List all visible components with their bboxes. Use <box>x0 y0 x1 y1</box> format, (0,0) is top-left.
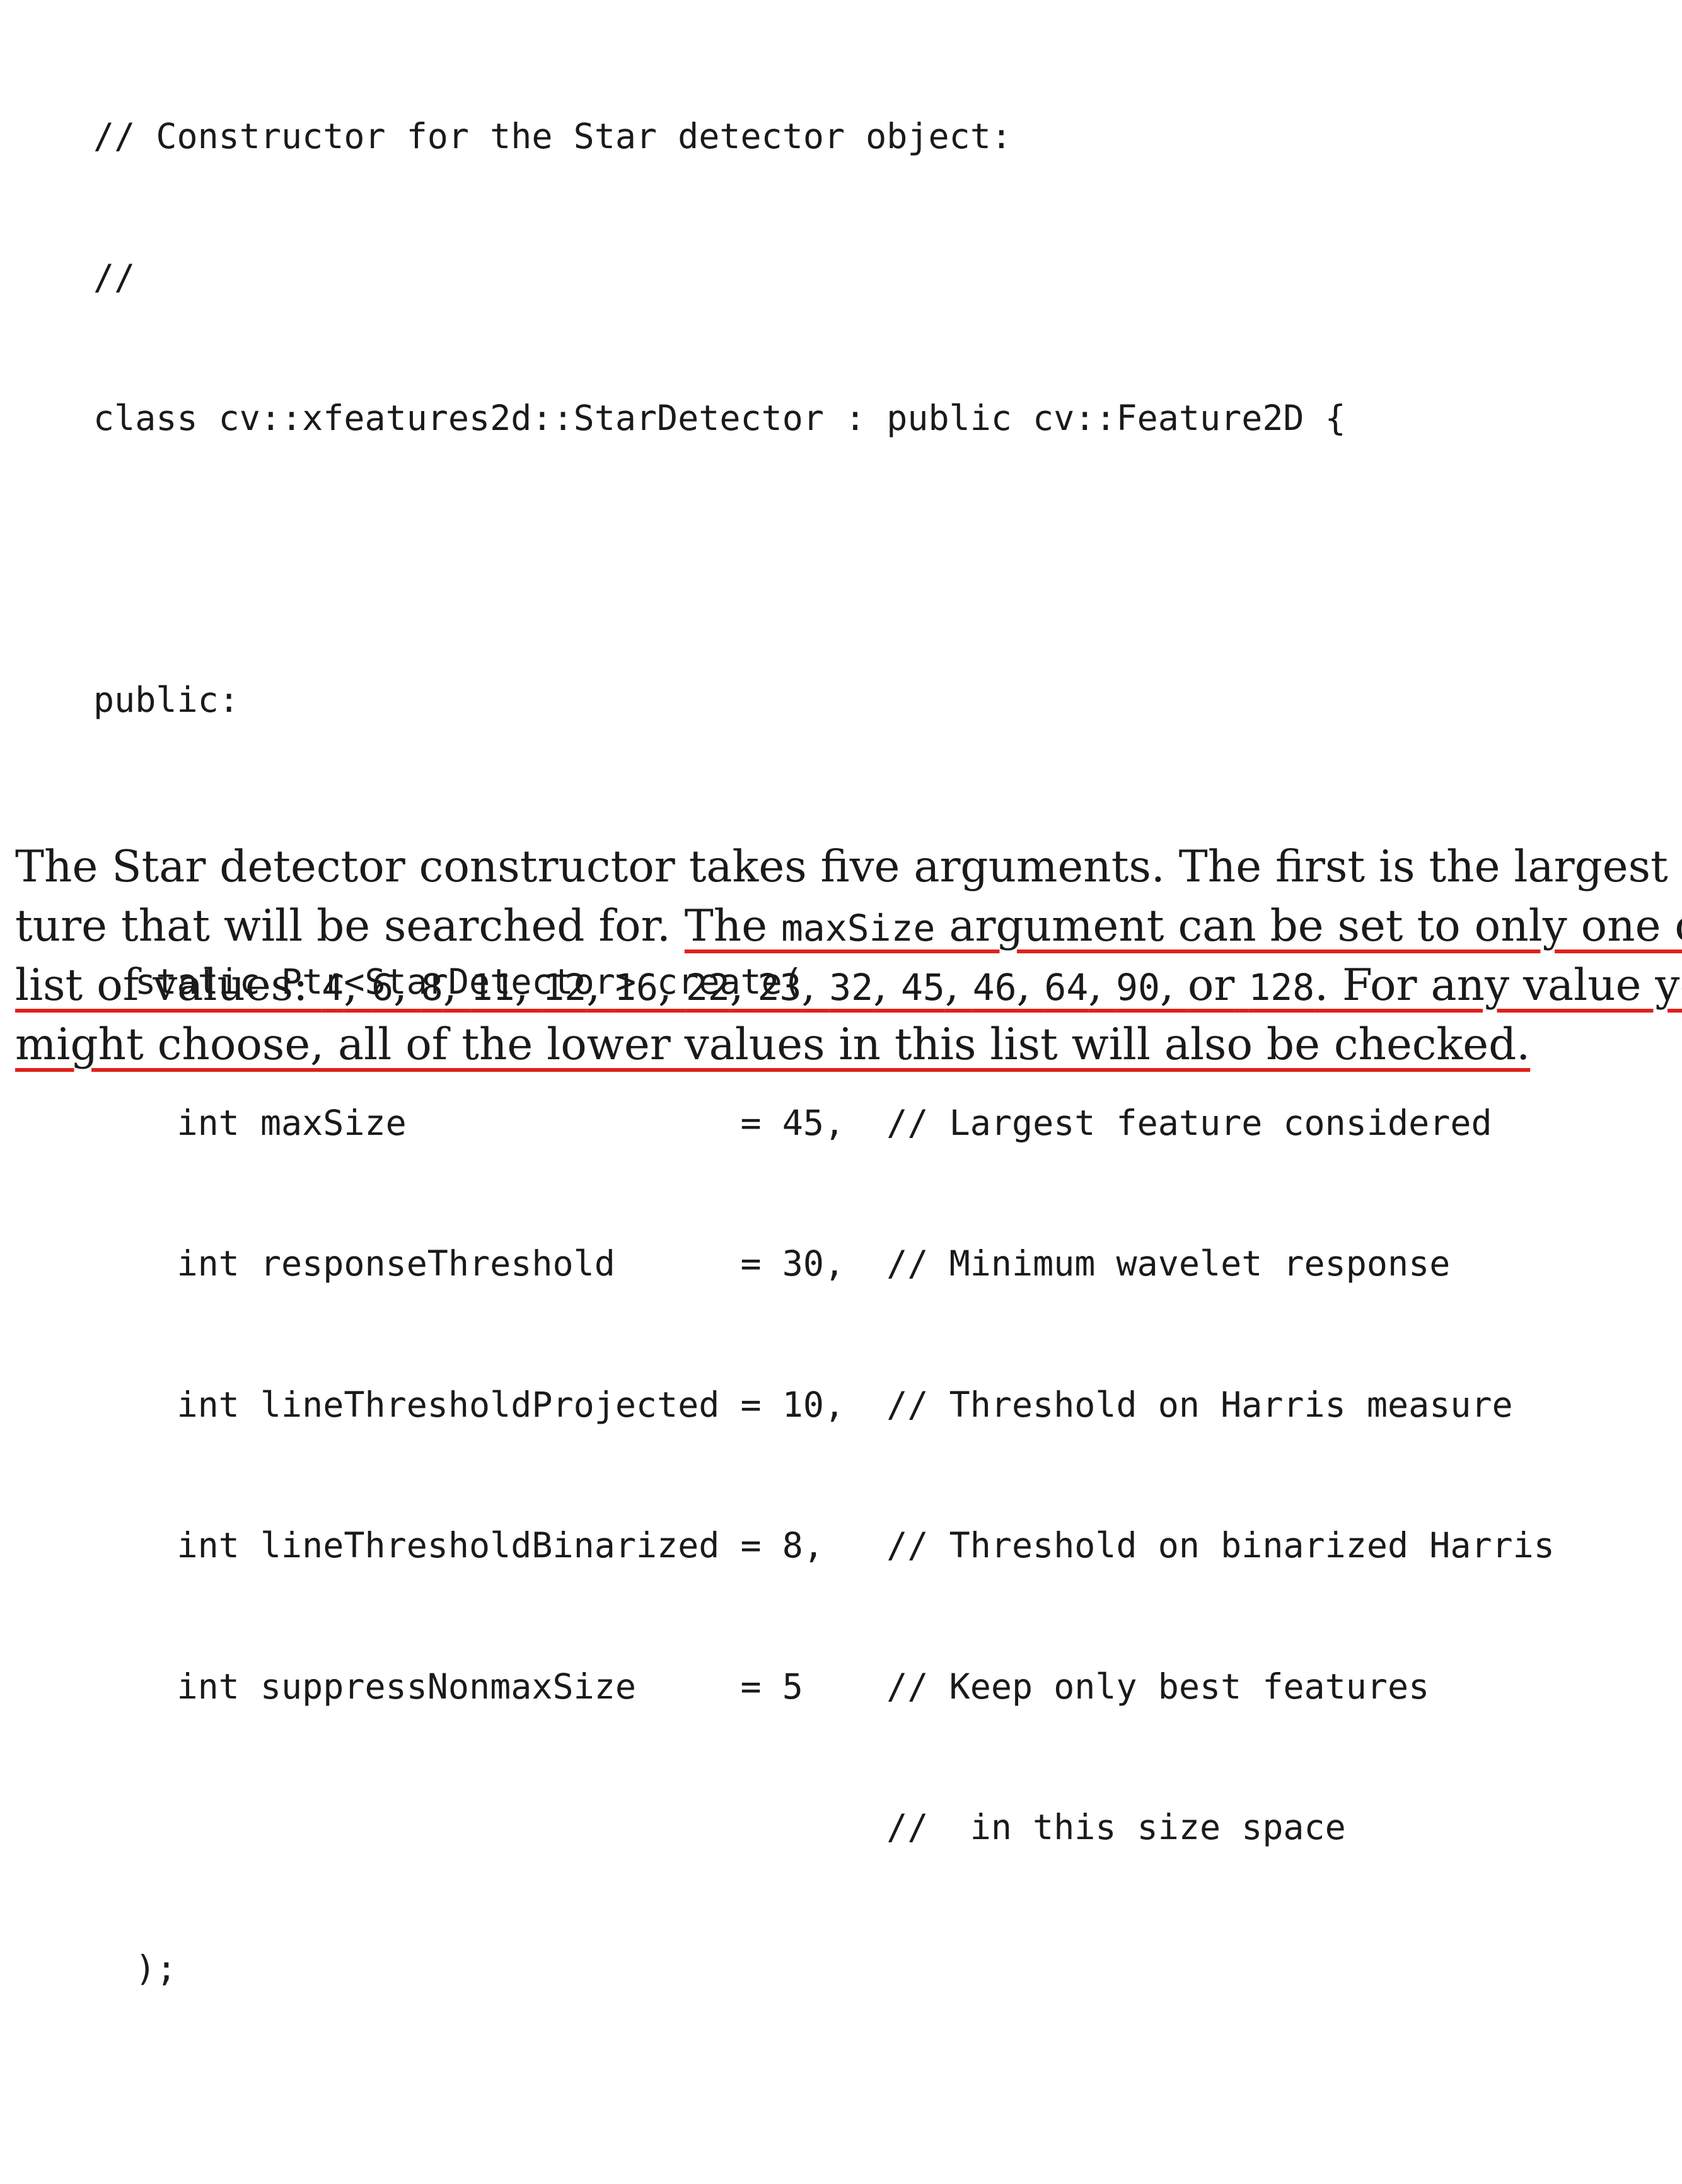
inline-code-value: 12 <box>542 966 587 1009</box>
paragraph-text: or <box>1187 960 1235 1011</box>
inline-code-value: 128 <box>1248 966 1315 1009</box>
body-paragraph: The Star detector constructor takes five… <box>15 837 1682 1074</box>
paragraph-text: list of values: <box>15 960 322 1011</box>
paragraph-text: ture that will be searched for. <box>15 901 685 951</box>
highlighted-text: list of values: 4, 6, 8, 11, 12, 16, 22,… <box>15 960 1682 1011</box>
paragraph-line-3: list of values: 4, 6, 8, 11, 12, 16, 22,… <box>15 956 1682 1015</box>
highlighted-text: might choose, all of the lower values in… <box>15 1019 1531 1070</box>
code-line-5: public: <box>93 680 240 720</box>
inline-code-value: 45 <box>900 966 945 1009</box>
inline-code-value: 4 <box>322 966 344 1009</box>
inline-code-value: 6 <box>371 966 393 1009</box>
paragraph-text: argument can be set to only one of a fin… <box>949 901 1682 951</box>
code-line-15 <box>93 2086 1555 2133</box>
inline-code-value: 23 <box>757 966 802 1009</box>
inline-code-maxsize: maxSize <box>781 907 936 950</box>
paragraph-line-4: might choose, all of the lower values in… <box>15 1015 1673 1074</box>
code-line-1: // Constructor for the Star detector obj… <box>93 116 1012 156</box>
code-line-7: static Ptr<StarDetector> create( <box>93 961 803 1002</box>
code-line-10: int lineThresholdProjected = 10, // Thre… <box>93 1384 1513 1425</box>
code-line-12: int suppressNonmaxSize = 5 // Keep only … <box>93 1666 1430 1707</box>
highlighted-text: The maxSize argument can be set to only … <box>685 901 1682 951</box>
inline-code-value: 22 <box>685 966 730 1009</box>
code-line-11: int lineThresholdBinarized = 8, // Thres… <box>93 1525 1555 1565</box>
code-line-13: // in this size space <box>93 1807 1346 1847</box>
code-line-8: int maxSize = 45, // Largest feature con… <box>93 1102 1492 1143</box>
code-line-2: // <box>93 257 136 298</box>
paragraph-line-1: The Star detector constructor takes five… <box>15 837 1682 897</box>
paragraph-line-2: ture that will be searched for. The maxS… <box>15 897 1682 956</box>
paragraph-text: The Star detector constructor takes five… <box>15 842 1682 892</box>
inline-code-value: 90 <box>1116 966 1160 1009</box>
code-line-4 <box>93 536 1555 583</box>
inline-code-value: 16 <box>614 966 658 1009</box>
code-line-9: int responseThreshold = 30, // Minimum w… <box>93 1243 1451 1284</box>
inline-code-value: 8 <box>420 966 443 1009</box>
code-listing: // Constructor for the Star detector obj… <box>93 19 1555 2184</box>
inline-code-value: 11 <box>470 966 515 1009</box>
paragraph-text: . For any value you <box>1314 960 1682 1011</box>
code-line-3: class cv::xfeatures2d::StarDetector : pu… <box>93 398 1346 438</box>
paragraph-text: The <box>684 901 781 951</box>
inline-code-value: 64 <box>1044 966 1089 1009</box>
code-line-14: ); <box>93 1948 177 1989</box>
inline-code-value: 32 <box>829 966 874 1009</box>
inline-code-value: 46 <box>972 966 1017 1009</box>
